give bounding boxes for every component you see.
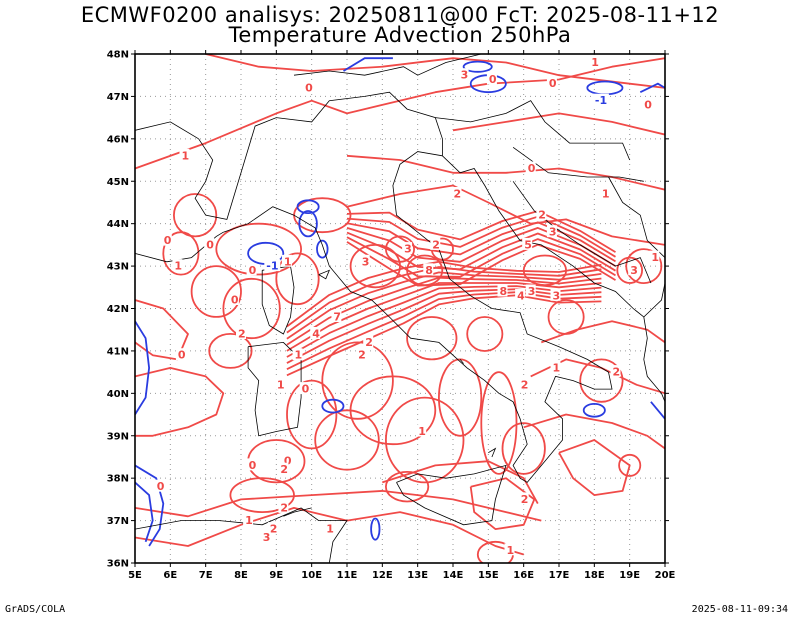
lat-tick-label: 44N bbox=[107, 219, 129, 230]
contour-label: 0 bbox=[489, 73, 497, 86]
lat-tick-label: 40N bbox=[107, 389, 129, 400]
lon-tick-label: 7E bbox=[199, 570, 213, 581]
contour-label: 0 bbox=[157, 480, 165, 493]
contour-label: 0 bbox=[549, 77, 557, 90]
map-title: ECMWF0200 analisys: 20250811@00 FcT: 202… bbox=[80, 3, 720, 27]
contour-label: 0 bbox=[231, 294, 239, 307]
contour-label: 1 bbox=[591, 56, 599, 69]
contour-label: 2 bbox=[280, 501, 288, 514]
contour-label: 3 bbox=[404, 243, 412, 256]
footer-timestamp: 2025-08-11-09:34 bbox=[691, 604, 788, 615]
contour-label: 3 bbox=[362, 255, 370, 268]
contour-label: 2 bbox=[280, 463, 288, 476]
contour-label: 0 bbox=[164, 234, 172, 247]
contour-label: 1 bbox=[507, 544, 515, 557]
coastlines bbox=[135, 54, 665, 563]
lon-tick-label: 16E bbox=[513, 570, 534, 581]
lon-tick-label: 13E bbox=[407, 570, 428, 581]
lon-tick-label: 18E bbox=[584, 570, 605, 581]
graticule bbox=[135, 54, 665, 563]
lat-tick-label: 43N bbox=[107, 262, 129, 273]
lat-tick-label: 48N bbox=[107, 50, 129, 61]
contour-label: 2 bbox=[521, 493, 529, 506]
lon-tick-label: 10E bbox=[301, 570, 322, 581]
contour-label: 3 bbox=[528, 285, 536, 298]
contour-label: 1 bbox=[651, 251, 659, 264]
footer-software: GrADS/COLA bbox=[5, 604, 66, 615]
contour-label: 1 bbox=[295, 349, 303, 362]
contour-label: 0 bbox=[644, 98, 652, 111]
contour-label: 1 bbox=[326, 523, 334, 536]
lon-tick-label: 8E bbox=[234, 570, 248, 581]
contour-label: 0 bbox=[178, 349, 186, 362]
contour-label: 3 bbox=[461, 69, 469, 82]
contour-label: 0 bbox=[284, 455, 292, 468]
axes: 48N47N46N45N44N43N42N41N40N39N38N37N36N5… bbox=[107, 50, 676, 582]
lat-tick-label: 42N bbox=[107, 304, 129, 315]
lon-tick-label: 14E bbox=[443, 570, 464, 581]
contour-label: 3 bbox=[553, 289, 561, 302]
contour-label: 1 bbox=[284, 255, 292, 268]
contour-label: 0 bbox=[249, 459, 257, 472]
contour-label: 0 bbox=[302, 383, 310, 396]
lat-tick-label: 38N bbox=[107, 474, 129, 485]
contour-label: 3 bbox=[630, 264, 638, 277]
contour-label: 1 bbox=[418, 425, 426, 438]
contour-label: 2 bbox=[521, 378, 529, 391]
lon-tick-label: 20E bbox=[655, 570, 676, 581]
contour-label: 2 bbox=[538, 209, 546, 222]
contour-label: 3 bbox=[263, 531, 271, 544]
contour-label: 4 bbox=[517, 289, 525, 302]
contour-label: 1 bbox=[602, 188, 610, 201]
lon-tick-label: 9E bbox=[269, 570, 283, 581]
contour-label: 1 bbox=[553, 361, 561, 374]
lon-tick-label: 15E bbox=[478, 570, 499, 581]
contour-label: -1 bbox=[266, 260, 278, 273]
contour-label: 0 bbox=[528, 162, 536, 175]
contour-label: 8 bbox=[425, 264, 433, 277]
contour-label: 3 bbox=[549, 226, 557, 239]
lon-tick-label: 5E bbox=[128, 570, 142, 581]
lat-tick-label: 46N bbox=[107, 134, 129, 145]
lat-tick-label: 37N bbox=[107, 516, 129, 527]
lat-tick-label: 36N bbox=[107, 559, 129, 570]
contour-label: -1 bbox=[595, 94, 607, 107]
contour-label: 2 bbox=[613, 366, 621, 379]
contour-label: 2 bbox=[432, 238, 440, 251]
contour-label: 1 bbox=[182, 149, 190, 162]
lat-tick-label: 39N bbox=[107, 431, 129, 442]
contour-label: 0 bbox=[305, 81, 313, 94]
contour-label: 4 bbox=[312, 328, 320, 341]
contour-label: 8 bbox=[500, 285, 508, 298]
contour-label: 5 bbox=[524, 238, 532, 251]
lon-tick-label: 12E bbox=[372, 570, 393, 581]
contour-label: 2 bbox=[365, 336, 373, 349]
contour-label: 0 bbox=[206, 238, 214, 251]
contour-label: 1 bbox=[174, 260, 182, 273]
lat-tick-label: 45N bbox=[107, 177, 129, 188]
lon-tick-label: 17E bbox=[549, 570, 570, 581]
contour-label: 2 bbox=[454, 188, 462, 201]
lon-tick-label: 6E bbox=[163, 570, 177, 581]
contour-label: 1 bbox=[277, 378, 285, 391]
contour-label: 2 bbox=[270, 523, 278, 536]
contour-label: 1 bbox=[245, 514, 253, 527]
contour-label: 2 bbox=[358, 349, 366, 362]
lat-tick-label: 41N bbox=[107, 346, 129, 357]
contour-label: 2 bbox=[238, 328, 246, 341]
positive-contours bbox=[135, 54, 665, 563]
lon-tick-label: 11E bbox=[337, 570, 358, 581]
map-subtitle: Temperature Advection 250hPa bbox=[228, 23, 572, 47]
contour-label: 7 bbox=[333, 311, 341, 324]
lon-tick-label: 19E bbox=[619, 570, 640, 581]
contour-label: 0 bbox=[249, 264, 257, 277]
lat-tick-label: 47N bbox=[107, 92, 129, 103]
